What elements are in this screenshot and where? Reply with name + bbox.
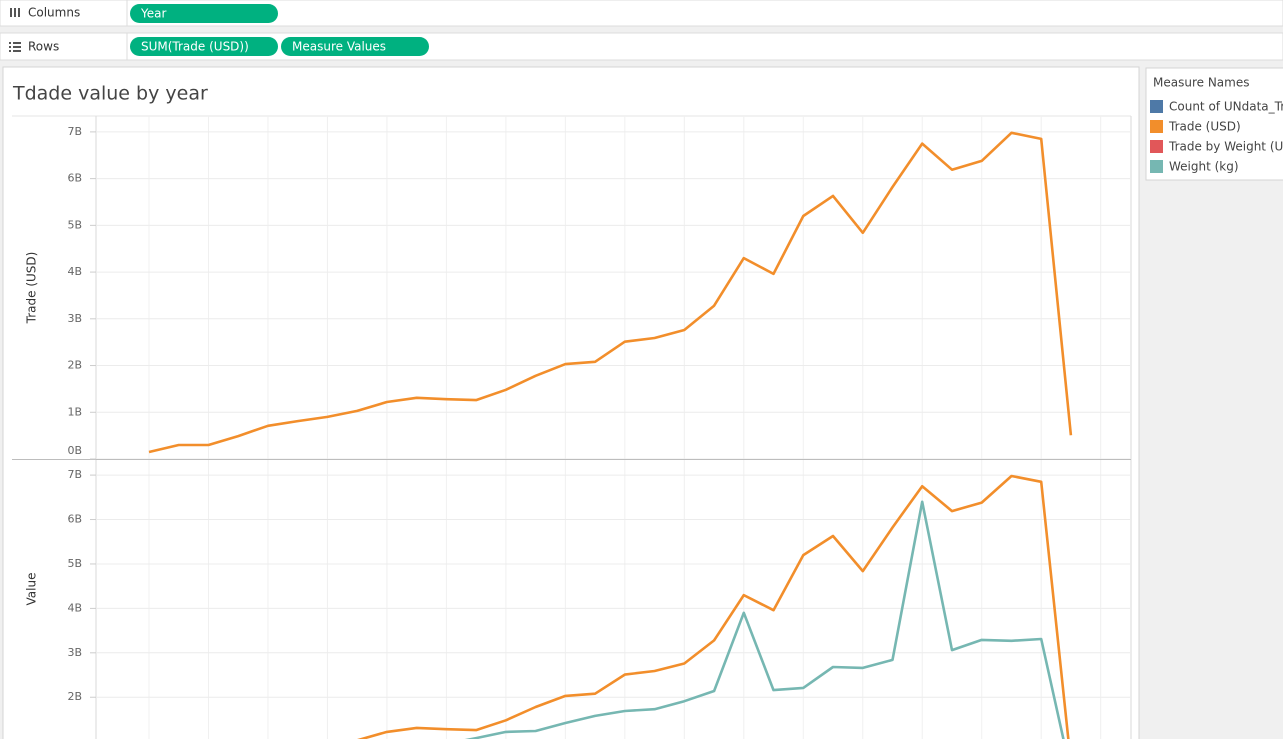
y-tick-label: 6B — [67, 513, 82, 526]
pill-label[interactable]: Measure Values — [292, 40, 386, 54]
y-tick-label: 4B — [67, 601, 82, 614]
legend-swatch — [1150, 160, 1163, 173]
y-tick-label: 5B — [67, 218, 82, 231]
pill[interactable] — [281, 37, 429, 56]
legend-label: Trade by Weight (US — [1168, 140, 1283, 154]
y-tick-label: 5B — [67, 557, 82, 570]
y-tick-label: 6B — [67, 172, 82, 185]
y-tick-label: 7B — [67, 125, 82, 138]
pill[interactable] — [130, 37, 278, 56]
legend-swatch — [1150, 100, 1163, 113]
legend-label: Trade (USD) — [1168, 120, 1241, 134]
chart-title: Tdade value by year — [12, 83, 208, 105]
y-tick-label: 3B — [67, 312, 82, 325]
y-tick-label: 1B — [67, 405, 82, 418]
pane — [96, 460, 1131, 739]
legend-swatch — [1150, 140, 1163, 153]
chart-panel — [2, 66, 1140, 743]
series-line — [148, 131, 1073, 454]
y-tick-label: 3B — [67, 646, 82, 659]
y-tick-label: 0B — [67, 444, 82, 457]
pill-label[interactable]: Year — [140, 7, 166, 21]
y-tick-label: 2B — [67, 690, 82, 703]
legend-panel — [1145, 67, 1283, 181]
y-tick-label: 2B — [67, 359, 82, 372]
series-line — [357, 474, 1070, 739]
legend-swatch — [1150, 120, 1163, 133]
pane — [96, 116, 1131, 459]
y-axis-label: Trade (USD) — [25, 252, 39, 325]
shelf-label: Columns — [28, 6, 80, 20]
legend-label: Count of UNdata_Tr — [1169, 100, 1283, 114]
y-tick-label: 7B — [67, 468, 82, 481]
pill[interactable] — [130, 4, 278, 23]
legend-title: Measure Names — [1153, 76, 1249, 90]
shelf-icons — [9, 8, 21, 52]
legend-label: Weight (kg) — [1169, 160, 1239, 174]
y-tick-label: 4B — [67, 265, 82, 278]
y-axis-label: Value — [25, 573, 39, 606]
pill-label[interactable]: SUM(Trade (USD)) — [141, 40, 249, 54]
series-line — [464, 500, 1065, 739]
shelf-label: Rows — [28, 40, 59, 54]
